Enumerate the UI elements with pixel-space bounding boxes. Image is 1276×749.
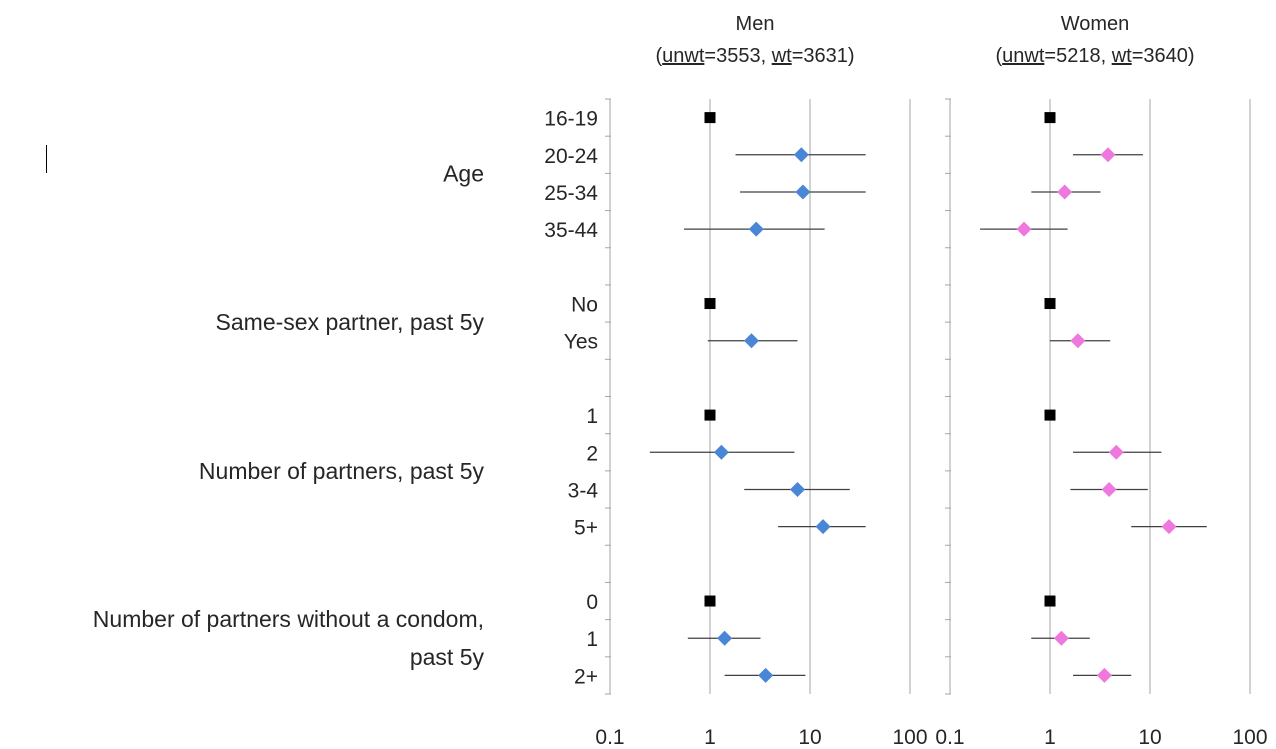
- group-label: Age: [443, 160, 484, 186]
- x-tick-label: 100: [1232, 726, 1267, 749]
- estimate-point: [748, 221, 764, 237]
- x-tick-label: 0.1: [595, 726, 624, 749]
- estimate-point: [1070, 333, 1086, 349]
- x-tick-label: 1: [1044, 726, 1056, 749]
- row-label: 0: [586, 591, 598, 614]
- x-tick-label: 10: [1138, 726, 1161, 749]
- reference-marker: [704, 595, 716, 607]
- reference-marker: [704, 409, 716, 421]
- x-tick-label: 0.1: [935, 726, 964, 749]
- row-label: 3-4: [568, 479, 599, 502]
- panel-title: Men: [736, 13, 775, 35]
- reference-marker: [1044, 298, 1056, 310]
- group-label: Number of partners without a condom,: [93, 606, 484, 632]
- text-cursor: [46, 145, 47, 173]
- row-label: 1: [586, 405, 598, 428]
- x-tick-label: 1: [704, 726, 716, 749]
- group-label: past 5y: [410, 644, 485, 670]
- estimate-point: [1101, 481, 1117, 497]
- estimate-point: [1108, 444, 1124, 460]
- x-tick-label: 100: [892, 726, 927, 749]
- panel-title: Women: [1061, 13, 1130, 35]
- reference-marker: [1044, 112, 1056, 124]
- panel-subtitle: (unwt=3553, wt=3631): [655, 45, 854, 67]
- estimate-point: [815, 519, 831, 535]
- reference-marker: [704, 112, 716, 124]
- estimate-point: [1016, 221, 1032, 237]
- reference-marker: [704, 298, 716, 310]
- group-label: Number of partners, past 5y: [199, 458, 485, 484]
- reference-marker: [1044, 409, 1056, 421]
- x-tick-label: 10: [798, 726, 821, 749]
- row-label: 16-19: [544, 108, 598, 131]
- row-label: 5+: [574, 517, 598, 540]
- estimate-point: [1096, 667, 1112, 683]
- row-label: No: [571, 294, 598, 317]
- group-label: Same-sex partner, past 5y: [216, 309, 485, 335]
- estimate-point: [793, 147, 809, 163]
- reference-marker: [1044, 595, 1056, 607]
- row-label: 25-34: [544, 182, 598, 205]
- row-label: 20-24: [544, 145, 598, 168]
- row-label: 2: [586, 442, 598, 465]
- panel-subtitle: (unwt=5218, wt=3640): [995, 45, 1194, 67]
- row-label: Yes: [564, 331, 598, 354]
- estimate-point: [713, 444, 729, 460]
- estimate-point: [790, 481, 806, 497]
- row-label: 2+: [574, 665, 598, 688]
- row-label: 1: [586, 628, 598, 651]
- estimate-point: [1057, 184, 1073, 200]
- estimate-point: [758, 667, 774, 683]
- estimate-point: [1053, 630, 1069, 646]
- estimate-point: [717, 630, 733, 646]
- estimate-point: [1100, 147, 1116, 163]
- estimate-point: [743, 333, 759, 349]
- estimate-point: [1161, 519, 1177, 535]
- estimate-point: [795, 184, 811, 200]
- row-label: 35-44: [544, 219, 598, 242]
